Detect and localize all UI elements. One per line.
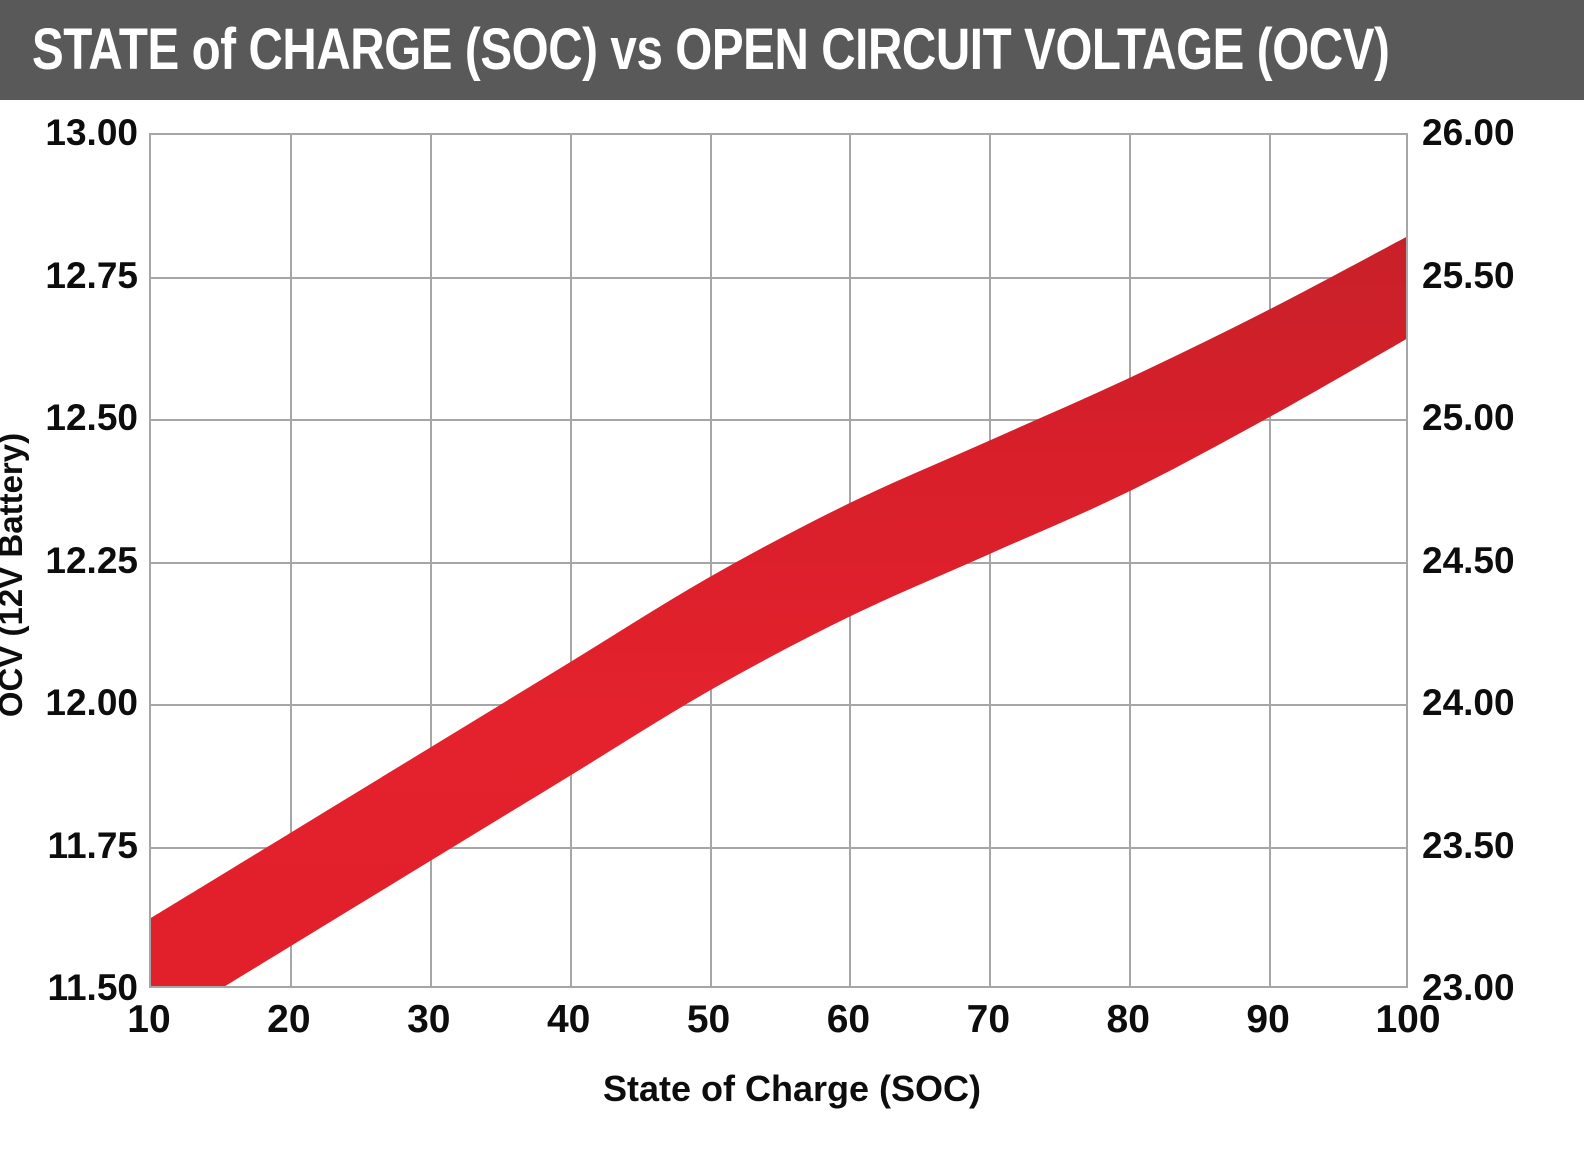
gridline-vertical: [709, 135, 712, 986]
y-axis-left-tick-label: 11.50: [47, 967, 138, 1008]
y-axis-right-tick-label: 25.00: [1422, 397, 1515, 438]
x-axis-tick-label: 70: [966, 998, 1011, 1041]
x-axis-tick-label: 60: [826, 998, 871, 1041]
gridline-vertical: [429, 135, 432, 986]
x-axis-tick-label: 10: [127, 998, 171, 1041]
y-axis-right-tick-label: 26.00: [1422, 112, 1515, 153]
y-axis-right-tick-label: 24.00: [1422, 682, 1515, 723]
x-axis-tick-label: 100: [1375, 998, 1441, 1041]
y-axis-left-title: OCV (12V Battery): [0, 432, 29, 718]
x-axis-tick-label: 30: [407, 998, 451, 1041]
gridline-vertical: [289, 135, 292, 986]
ocv-band-series: [151, 237, 1406, 986]
gridline-horizontal: [151, 846, 1406, 849]
x-axis-tick-label: 90: [1246, 998, 1290, 1041]
gridline-vertical: [989, 135, 992, 986]
gridline-horizontal: [151, 419, 1406, 421]
page-title: STATE of CHARGE (SOC) vs OPEN CIRCUIT VO…: [32, 17, 1390, 82]
y-axis-right-tick-label: 25.50: [1422, 254, 1515, 296]
x-axis-tick-label: 40: [546, 998, 591, 1041]
x-axis-title: State of Charge (SOC): [602, 1068, 982, 1109]
gridline-horizontal: [151, 276, 1406, 279]
gridline-vertical: [569, 135, 572, 986]
y-axis-left-tick-label: 12.00: [45, 682, 138, 723]
y-axis-left-tick-label: 11.75: [47, 824, 138, 866]
gridline-vertical: [1129, 135, 1132, 986]
gridline-vertical: [1269, 135, 1272, 986]
y-axis-right-tick-label: 24.50: [1422, 539, 1515, 581]
y-axis-left-tick-label: 12.25: [45, 539, 138, 581]
y-axis-left-tick-label: 12.50: [45, 397, 138, 438]
y-axis-left-tick-label: 13.00: [45, 112, 138, 153]
x-axis-tick-label: 80: [1106, 998, 1150, 1041]
y-axis-right-tick-label: 23.50: [1422, 824, 1515, 866]
y-axis-right-tick-label: 23.00: [1422, 967, 1515, 1008]
y-axis-left-tick-label: 12.75: [45, 254, 138, 296]
x-axis-tick-label: 50: [686, 998, 731, 1041]
gridline-horizontal: [151, 704, 1406, 706]
plot-area: [149, 133, 1408, 988]
x-axis-tick-label: 20: [267, 998, 311, 1041]
chart-title-bar: STATE of CHARGE (SOC) vs OPEN CIRCUIT VO…: [0, 0, 1584, 100]
